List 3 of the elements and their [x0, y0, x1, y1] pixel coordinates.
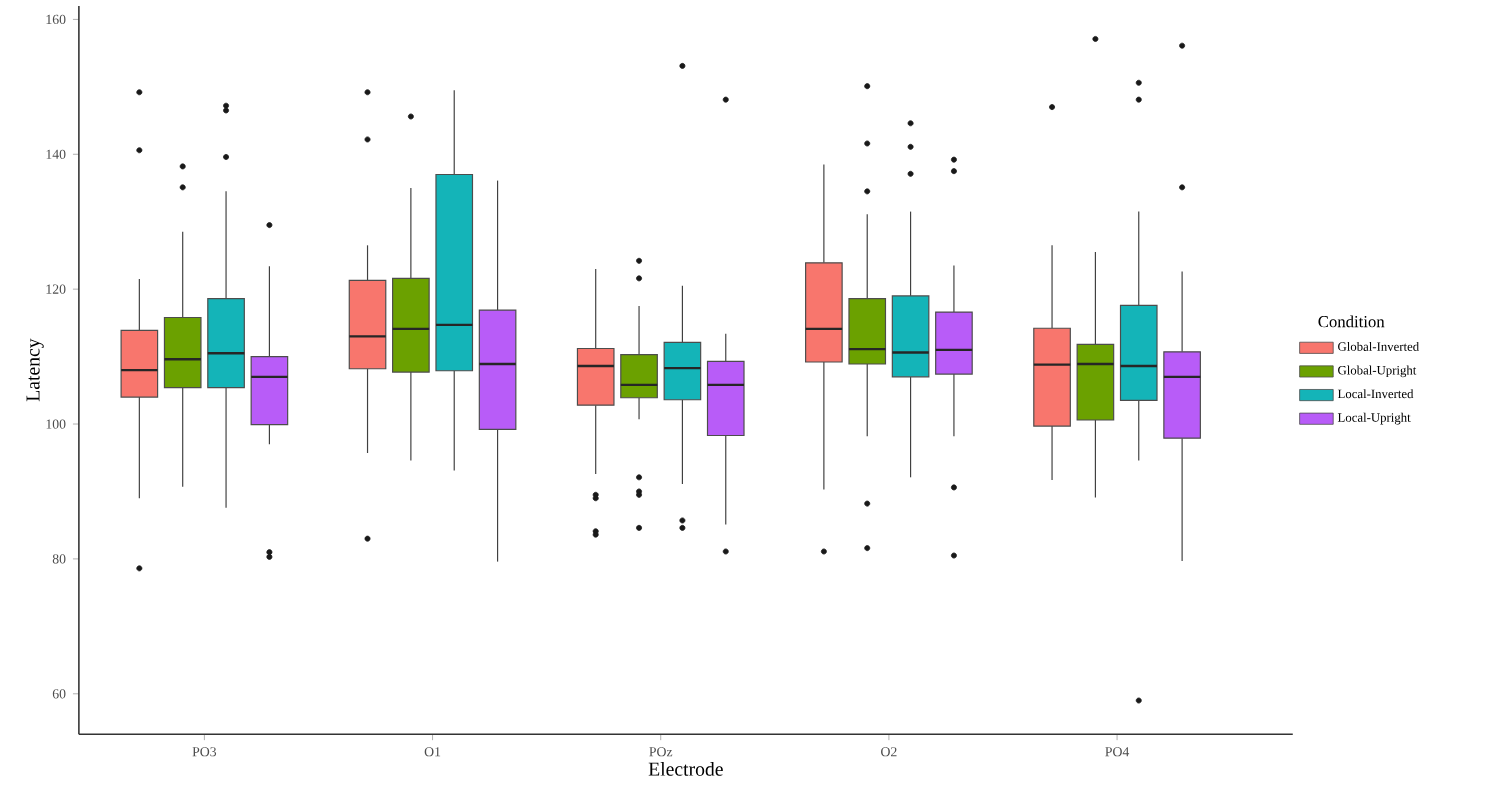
y-axis-title: Latency [26, 338, 44, 402]
x-axis-title: Electrode [648, 762, 723, 777]
legend-title: Condition [1318, 315, 1385, 328]
